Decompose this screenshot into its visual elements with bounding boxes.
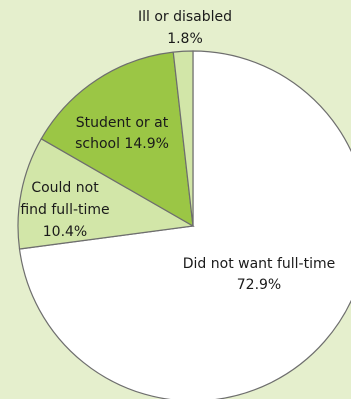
pie-slice-did-not-want-full-time xyxy=(18,50,351,399)
label-couldnot-line1: Could not xyxy=(31,180,99,196)
label-couldnot-value: 10.4% xyxy=(43,224,87,240)
label-ill-title: Ill or disabled xyxy=(138,9,232,25)
pie-slice-could-not-find-full-time xyxy=(17,138,195,250)
label-couldnot-line2: find full-time xyxy=(20,202,109,218)
label-student-line2: school 14.9% xyxy=(75,136,169,152)
label-didnot-value: 72.9% xyxy=(237,277,281,293)
pie-slice-student-or-at-school xyxy=(40,51,194,228)
label-didnot-line1: Did not want full-time xyxy=(183,256,336,272)
label-student-line1: Student or at xyxy=(76,115,169,131)
pie-slice-ill-or-disabled xyxy=(172,50,194,227)
label-ill-value: 1.8% xyxy=(167,31,203,47)
